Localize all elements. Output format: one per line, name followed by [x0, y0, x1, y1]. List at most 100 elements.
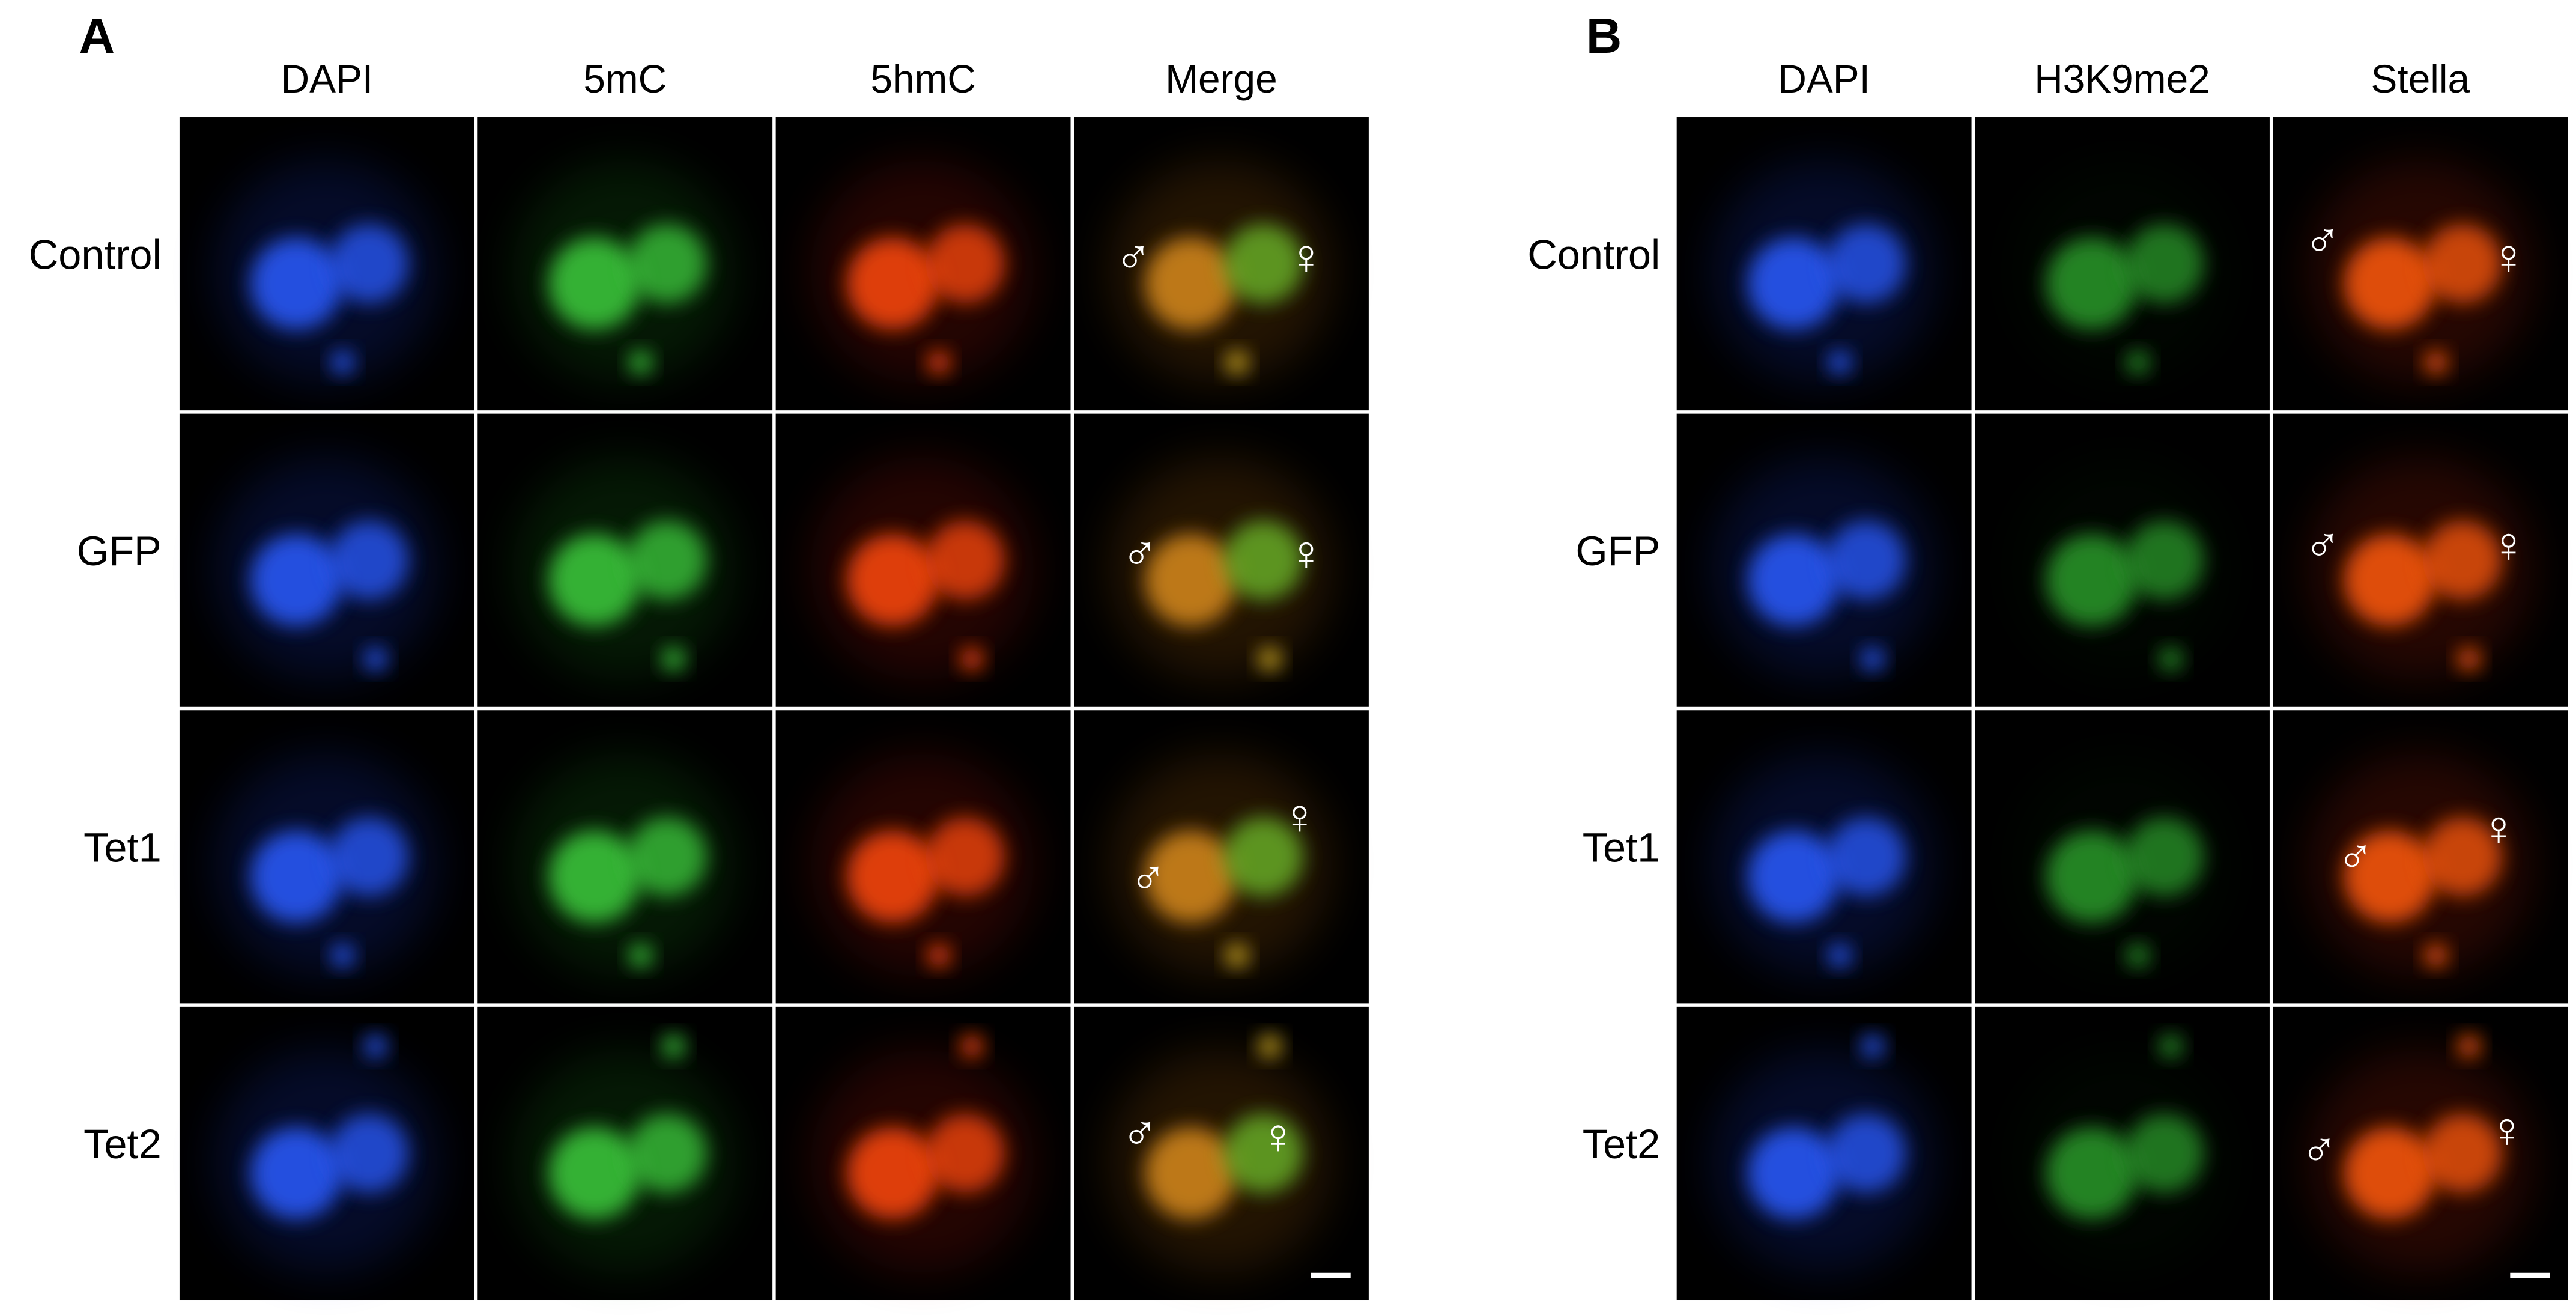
pronucleus [1826, 520, 1906, 600]
pronucleus [2124, 1114, 2204, 1193]
micrograph [1676, 710, 1972, 1004]
pronucleus [926, 1114, 1005, 1193]
polar-body [960, 648, 984, 671]
polar-body [662, 648, 685, 671]
pronucleus [250, 830, 343, 923]
pronucleus [329, 224, 409, 303]
female-symbol: ♀ [2488, 1103, 2526, 1158]
pronucleus [2045, 830, 2138, 923]
pronucleus [2344, 237, 2436, 330]
pronucleus [627, 520, 707, 600]
pronucleus [926, 817, 1005, 897]
pronucleus [1826, 817, 1906, 897]
polar-body [1828, 351, 1852, 374]
pronucleus [1826, 224, 1906, 303]
row-label: GFP [77, 528, 162, 574]
polar-body [1225, 944, 1249, 968]
pronucleus [1144, 1127, 1237, 1219]
micrograph [477, 413, 773, 707]
micrograph: ♂♀ [2273, 117, 2568, 411]
row-label: Tet2 [1583, 1121, 1661, 1167]
polar-body [2126, 944, 2150, 968]
polar-body [1861, 648, 1885, 671]
pronucleus [329, 520, 409, 600]
pronucleus [846, 533, 939, 627]
male-symbol: ♂ [1115, 229, 1152, 284]
pronucleus [250, 237, 343, 330]
micrograph: ♂♀ [1073, 413, 1369, 707]
pronucleus [846, 1127, 939, 1219]
pronucleus [627, 224, 707, 303]
micrograph [775, 117, 1071, 411]
row-label: Tet1 [1583, 825, 1661, 871]
micrograph [179, 710, 474, 1004]
male-symbol: ♂ [1121, 1106, 1159, 1161]
polar-body [927, 351, 951, 374]
pronucleus [2344, 830, 2436, 923]
polar-body [1258, 1034, 1282, 1058]
pronucleus [846, 830, 939, 923]
column-label: Stella [2371, 56, 2470, 101]
pronucleus [2344, 533, 2436, 627]
polar-body [960, 1034, 984, 1058]
pronucleus [846, 237, 939, 330]
pronucleus [250, 533, 343, 627]
column-label: DAPI [281, 56, 374, 101]
female-symbol: ♀ [1288, 526, 1325, 581]
row-label: GFP [1575, 528, 1660, 574]
column-label: H3K9me2 [2034, 56, 2210, 101]
polar-body [2126, 351, 2150, 374]
polar-body [927, 944, 951, 968]
micrograph: ♂♀ [1073, 117, 1369, 411]
row-label: Control [1527, 231, 1660, 278]
polar-body [1828, 944, 1852, 968]
pronucleus [329, 817, 409, 897]
pronucleus [2344, 1127, 2436, 1219]
micrograph: ♂♀ [2273, 413, 2568, 707]
polar-body [1258, 648, 1282, 671]
male-symbol: ♂ [2304, 213, 2341, 268]
micrograph [477, 710, 773, 1004]
pronucleus [1747, 237, 1840, 330]
female-symbol: ♀ [2490, 229, 2527, 284]
micrograph [1975, 710, 2270, 1004]
pronucleus [926, 520, 1005, 600]
male-symbol: ♂ [2304, 518, 2341, 572]
pronucleus [1747, 1127, 1840, 1219]
pronucleus [1223, 1114, 1303, 1193]
column-label: Merge [1165, 56, 1277, 101]
micrograph [1676, 413, 1972, 707]
pronucleus [2124, 817, 2204, 897]
pronucleus [1144, 237, 1237, 330]
row-label: Control [29, 231, 162, 278]
pronucleus [2422, 1114, 2502, 1193]
polar-body [364, 648, 387, 671]
micrograph: ♂♀ [1073, 710, 1369, 1004]
pronucleus [250, 1127, 343, 1219]
polar-body [662, 1034, 685, 1058]
polar-body [364, 1034, 387, 1058]
female-symbol: ♀ [1259, 1110, 1297, 1164]
polar-body [2159, 648, 2183, 671]
female-symbol: ♀ [2490, 518, 2527, 572]
pronucleus [2422, 520, 2502, 600]
pronucleus [627, 817, 707, 897]
micrograph [477, 1006, 773, 1301]
pronucleus [627, 1114, 707, 1193]
polar-body [629, 351, 652, 374]
polar-body [2159, 1034, 2183, 1058]
pronucleus [1144, 533, 1237, 627]
female-symbol: ♀ [1288, 229, 1325, 284]
pronucleus [548, 1127, 641, 1219]
micrograph [1975, 1006, 2270, 1301]
micrograph [775, 413, 1071, 707]
pronucleus [1747, 533, 1840, 627]
micrograph [1676, 1006, 1972, 1301]
micrograph: ♂♀ [2273, 1006, 2568, 1301]
pronucleus [2045, 533, 2138, 627]
polar-body [331, 351, 354, 374]
pronucleus [1826, 1114, 1906, 1193]
micrograph: ♂♀ [2273, 710, 2568, 1004]
micrograph [179, 413, 474, 707]
pronucleus [548, 533, 641, 627]
